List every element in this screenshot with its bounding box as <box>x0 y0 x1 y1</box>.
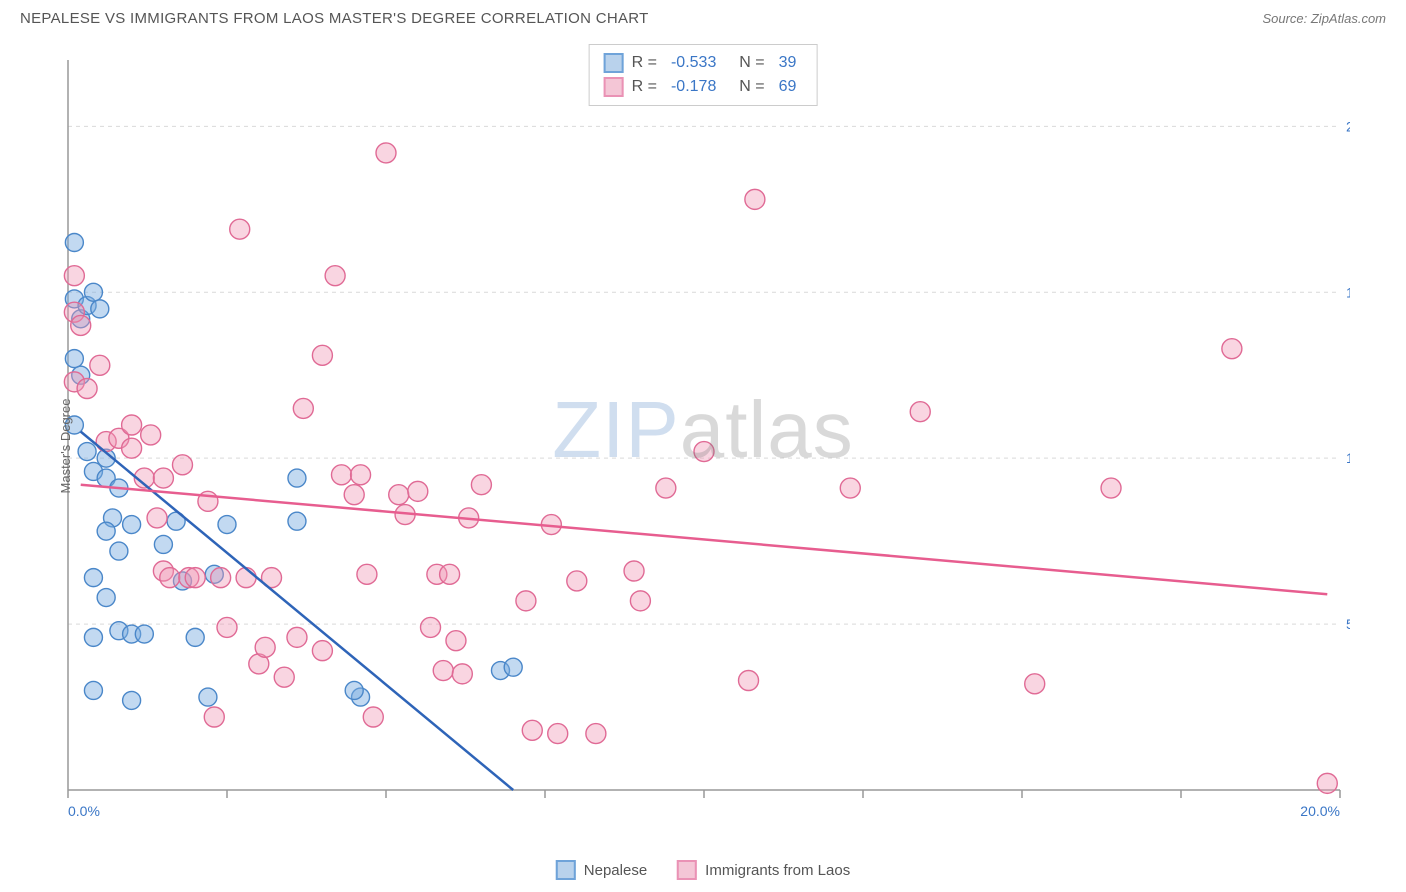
r-label: R = <box>632 51 657 75</box>
source-label: Source: ZipAtlas.com <box>1262 11 1386 26</box>
chart-title: NEPALESE VS IMMIGRANTS FROM LAOS MASTER'… <box>20 10 649 27</box>
correlation-legend: R = -0.533 N = 39 R = -0.178 N = 69 <box>589 44 818 106</box>
n-value: 39 <box>779 51 797 75</box>
svg-text:15.0%: 15.0% <box>1346 284 1350 300</box>
correlation-row: R = -0.533 N = 39 <box>604 51 803 75</box>
legend-label: Immigrants from Laos <box>705 862 850 879</box>
svg-text:20.0%: 20.0% <box>1346 118 1350 134</box>
r-value: -0.178 <box>671 75 716 99</box>
n-label: N = <box>730 75 764 99</box>
legend-swatch <box>677 860 697 880</box>
scatter-chart: 5.0% 10.0% 15.0% 20.0% 0.0% 20.0% <box>20 40 1350 820</box>
series-legend: Nepalese Immigrants from Laos <box>556 860 850 880</box>
legend-swatch <box>604 77 624 97</box>
legend-item: Immigrants from Laos <box>677 860 850 880</box>
legend-swatch <box>556 860 576 880</box>
chart-area: Master's Degree ZIPatlas 5.0%10.0%15.0%2… <box>20 40 1386 852</box>
legend-swatch <box>604 53 624 73</box>
svg-text:10.0%: 10.0% <box>1346 450 1350 466</box>
svg-text:20.0%: 20.0% <box>1300 803 1340 819</box>
correlation-row: R = -0.178 N = 69 <box>604 75 803 99</box>
n-value: 69 <box>779 75 797 99</box>
svg-text:5.0%: 5.0% <box>1346 616 1350 632</box>
legend-label: Nepalese <box>584 862 647 879</box>
svg-text:0.0%: 0.0% <box>68 803 100 819</box>
y-axis-label: Master's Degree <box>58 399 73 494</box>
legend-item: Nepalese <box>556 860 647 880</box>
r-label: R = <box>632 75 657 99</box>
r-value: -0.533 <box>671 51 716 75</box>
n-label: N = <box>730 51 764 75</box>
